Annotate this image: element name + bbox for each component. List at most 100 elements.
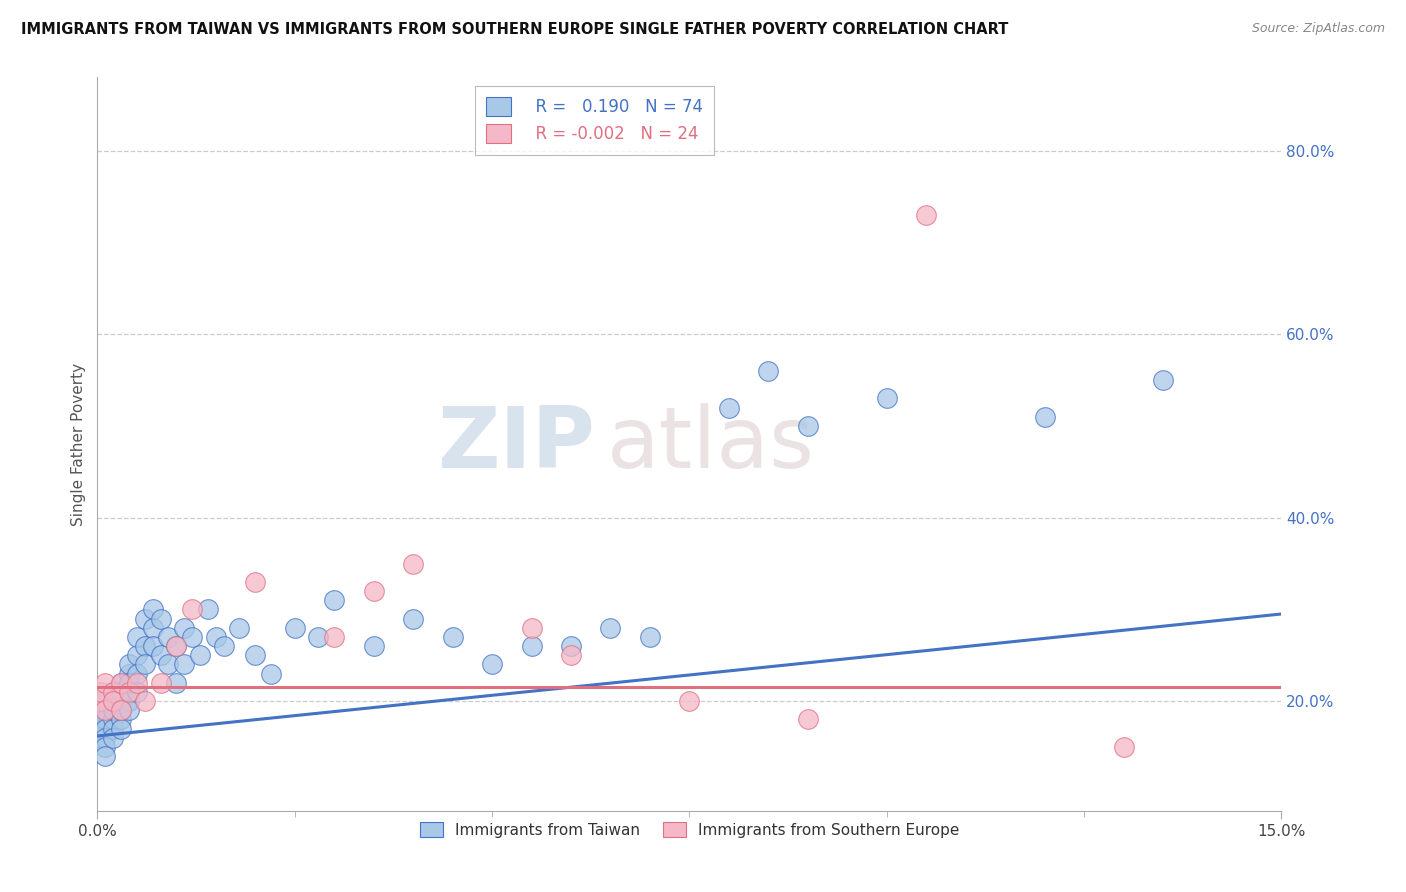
Point xyxy=(101,713,124,727)
Point xyxy=(91,703,114,717)
Point xyxy=(173,657,195,672)
Point xyxy=(142,621,165,635)
Point xyxy=(204,630,226,644)
Point xyxy=(118,703,141,717)
Point xyxy=(1112,739,1135,754)
Point xyxy=(181,602,204,616)
Point xyxy=(638,630,661,644)
Point xyxy=(441,630,464,644)
Point xyxy=(560,648,582,663)
Point xyxy=(110,703,132,717)
Point xyxy=(307,630,329,644)
Point xyxy=(173,621,195,635)
Point xyxy=(188,648,211,663)
Point xyxy=(284,621,307,635)
Point xyxy=(165,675,187,690)
Y-axis label: Single Father Poverty: Single Father Poverty xyxy=(72,363,86,526)
Point xyxy=(363,639,385,653)
Point xyxy=(94,749,117,764)
Point xyxy=(118,685,141,699)
Point xyxy=(245,574,267,589)
Point xyxy=(101,694,124,708)
Point xyxy=(118,694,141,708)
Point xyxy=(520,639,543,653)
Point xyxy=(125,630,148,644)
Point xyxy=(245,648,267,663)
Point xyxy=(110,703,132,717)
Point xyxy=(110,694,132,708)
Point xyxy=(94,713,117,727)
Point xyxy=(599,621,621,635)
Point xyxy=(142,639,165,653)
Point xyxy=(110,675,132,690)
Point xyxy=(197,602,219,616)
Point xyxy=(94,675,117,690)
Point xyxy=(181,630,204,644)
Point xyxy=(560,639,582,653)
Point xyxy=(165,639,187,653)
Point xyxy=(165,639,187,653)
Point xyxy=(101,685,124,699)
Point xyxy=(125,648,148,663)
Point xyxy=(101,722,124,736)
Point xyxy=(149,648,172,663)
Point xyxy=(402,557,425,571)
Point xyxy=(797,713,820,727)
Point xyxy=(94,731,117,745)
Point xyxy=(110,685,132,699)
Point xyxy=(1033,409,1056,424)
Point xyxy=(94,703,117,717)
Point xyxy=(87,713,110,727)
Point xyxy=(520,621,543,635)
Point xyxy=(481,657,503,672)
Point xyxy=(915,208,938,222)
Point xyxy=(212,639,235,653)
Point xyxy=(110,675,132,690)
Point xyxy=(118,657,141,672)
Point xyxy=(94,694,117,708)
Point xyxy=(93,722,115,736)
Point xyxy=(101,685,124,699)
Point xyxy=(91,713,114,727)
Point xyxy=(110,722,132,736)
Point xyxy=(118,666,141,681)
Point xyxy=(90,722,112,736)
Text: atlas: atlas xyxy=(606,403,814,486)
Point xyxy=(134,639,156,653)
Point xyxy=(717,401,740,415)
Text: IMMIGRANTS FROM TAIWAN VS IMMIGRANTS FROM SOUTHERN EUROPE SINGLE FATHER POVERTY : IMMIGRANTS FROM TAIWAN VS IMMIGRANTS FRO… xyxy=(21,22,1008,37)
Point xyxy=(756,364,779,378)
Point xyxy=(323,630,346,644)
Point xyxy=(678,694,700,708)
Point xyxy=(125,675,148,690)
Point xyxy=(260,666,283,681)
Point xyxy=(101,694,124,708)
Point xyxy=(1152,373,1174,387)
Point xyxy=(363,584,385,599)
Legend: Immigrants from Taiwan, Immigrants from Southern Europe: Immigrants from Taiwan, Immigrants from … xyxy=(413,815,966,844)
Text: ZIP: ZIP xyxy=(437,403,595,486)
Point xyxy=(157,630,180,644)
Point xyxy=(142,602,165,616)
Point xyxy=(134,611,156,625)
Point xyxy=(101,731,124,745)
Point xyxy=(89,731,111,745)
Point xyxy=(402,611,425,625)
Point xyxy=(157,657,180,672)
Point xyxy=(797,419,820,434)
Point xyxy=(149,675,172,690)
Point xyxy=(149,611,172,625)
Point xyxy=(118,675,141,690)
Point xyxy=(90,685,112,699)
Point xyxy=(228,621,250,635)
Point xyxy=(89,694,111,708)
Text: Source: ZipAtlas.com: Source: ZipAtlas.com xyxy=(1251,22,1385,36)
Point xyxy=(323,593,346,607)
Point xyxy=(125,666,148,681)
Point xyxy=(110,713,132,727)
Point xyxy=(89,722,111,736)
Point xyxy=(125,685,148,699)
Point xyxy=(101,703,124,717)
Point xyxy=(876,392,898,406)
Point xyxy=(94,739,117,754)
